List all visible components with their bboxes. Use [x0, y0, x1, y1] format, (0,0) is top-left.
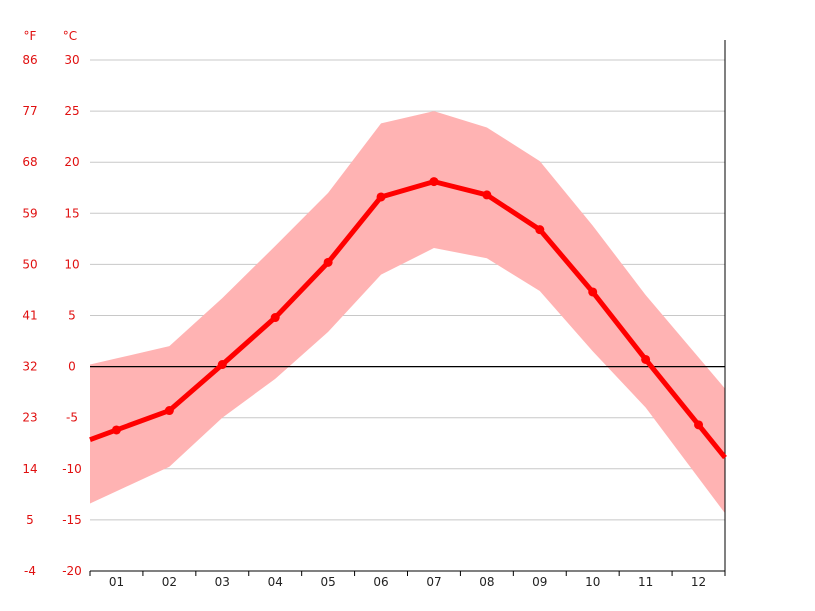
y-tick-celsius: 5: [68, 309, 76, 323]
x-tick-label: 08: [479, 575, 494, 589]
x-tick-label: 05: [320, 575, 335, 589]
x-tick-label: 01: [109, 575, 124, 589]
y-tick-celsius: 10: [64, 257, 79, 271]
y-tick-celsius: -15: [62, 513, 82, 527]
y-tick-fahrenheit: 14: [22, 462, 37, 476]
average-temperature-series: [89, 177, 727, 460]
average-temperature-point: [270, 313, 280, 323]
y-tick-fahrenheit: 77: [22, 104, 37, 118]
x-tick-label: 07: [426, 575, 441, 589]
y-tick-fahrenheit: 86: [22, 53, 37, 67]
fahrenheit-unit-label: °F: [24, 29, 37, 43]
y-tick-fahrenheit: -4: [24, 564, 36, 578]
y-tick-celsius: -10: [62, 462, 82, 476]
y-tick-celsius: 15: [64, 206, 79, 220]
x-tick-label: 03: [215, 575, 230, 589]
y-tick-fahrenheit: 23: [22, 411, 37, 425]
y-tick-fahrenheit: 59: [22, 206, 37, 220]
y-axis-tick-labels: 86 30 77 25 68 20 59 15 50 10 41 5 32 0 23 -5 14 -10 5 -15 -…: [22, 53, 81, 578]
y-tick-fahrenheit: 41: [22, 309, 37, 323]
temperature-range-band: [90, 111, 725, 514]
y-tick-celsius: -5: [66, 411, 78, 425]
average-temperature-point: [217, 360, 227, 370]
x-tick-label: 06: [373, 575, 388, 589]
average-temperature-point: [111, 425, 121, 435]
axes: [89, 40, 726, 576]
x-axis-tick-labels: 01 02 03 04 05 06 07 08 09 10 11 12: [109, 575, 706, 589]
celsius-unit-label: °C: [63, 29, 77, 43]
average-temperature-line: [89, 179, 727, 460]
x-tick-label: 04: [268, 575, 283, 589]
y-tick-fahrenheit: 32: [22, 360, 37, 374]
x-tick-label: 12: [691, 575, 706, 589]
y-tick-celsius: 0: [68, 360, 76, 374]
average-temperature-point: [588, 287, 598, 297]
y-tick-celsius: 30: [64, 53, 79, 67]
x-tick-label: 02: [162, 575, 177, 589]
y-tick-celsius: 20: [64, 155, 79, 169]
average-temperature-point: [641, 354, 651, 364]
y-tick-fahrenheit: 50: [22, 257, 37, 271]
average-temperature-point: [482, 190, 492, 200]
y-tick-fahrenheit: 68: [22, 155, 37, 169]
x-tick-label: 09: [532, 575, 547, 589]
average-temperature-point: [376, 192, 386, 202]
average-temperature-point: [164, 406, 174, 416]
y-tick-fahrenheit: 5: [26, 513, 34, 527]
average-temperature-point: [429, 177, 439, 187]
y-tick-celsius: -20: [62, 564, 82, 578]
average-temperature-point: [323, 257, 333, 267]
x-tick-label: 10: [585, 575, 600, 589]
x-tick-label: 11: [638, 575, 653, 589]
min-max-range-area: [90, 111, 725, 514]
y-tick-celsius: 25: [64, 104, 79, 118]
average-temperature-point: [694, 420, 704, 430]
average-temperature-point: [535, 225, 545, 235]
